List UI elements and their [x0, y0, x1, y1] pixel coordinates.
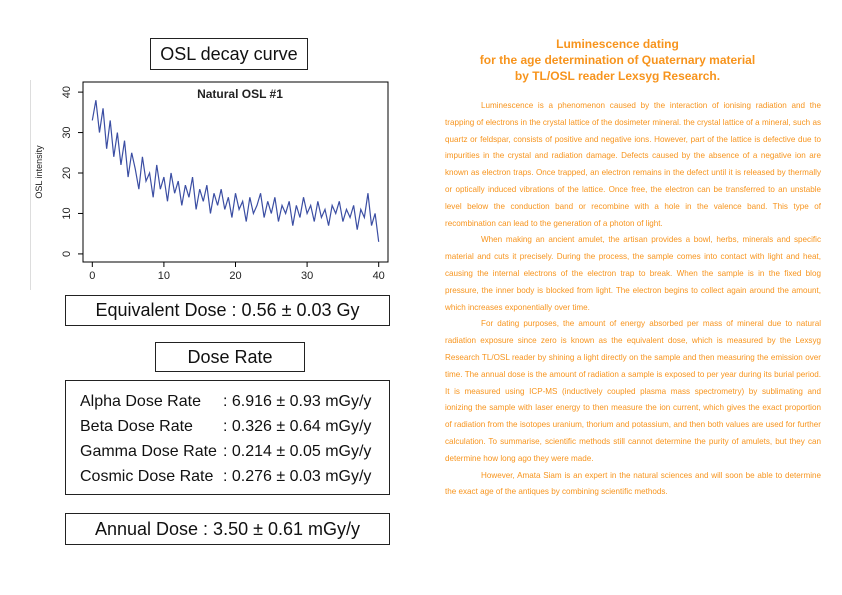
article-title: Luminescence dating for the age determina… [440, 36, 795, 84]
chart-title: Natural OSL #1 [197, 87, 283, 101]
chart: 0 10 20 30 40 0 10 20 30 40 Natural OSL #1 OSL inte… [34, 81, 389, 282]
paragraph: For dating purposes, the amount of energ… [445, 319, 821, 463]
dose-rate-value: : 0.214 ± 0.05 mGy/y [223, 442, 372, 460]
title-line: Luminescence dating [556, 37, 679, 51]
paragraph: Luminescence is a phenomenon caused by t… [445, 101, 821, 228]
x-tick-label: 40 [373, 270, 385, 282]
osl-curve [91, 100, 380, 242]
dose-rate-value: : 6.916 ± 0.93 mGy/y [223, 392, 372, 410]
x-tick-label: 0 [89, 270, 95, 282]
dose-rate-label: Beta Dose Rate [80, 417, 193, 435]
x-tick-label: 20 [229, 270, 241, 282]
title-line: by TL/OSL reader Lexsyg Research. [514, 69, 721, 83]
x-tick-label: 10 [158, 270, 170, 282]
dose-rate-label: Cosmic Dose Rate [80, 467, 214, 485]
dose-rate-row: Alpha Dose Rate : 6.916 ± 0.93 mGy/y [80, 389, 389, 414]
dose-rate-value: : 0.276 ± 0.03 mGy/y [223, 467, 372, 485]
equivalent-dose: Equivalent Dose : 0.56 ± 0.03 Gy [65, 295, 390, 326]
dose-rate-label: Gamma Dose Rate [80, 442, 217, 460]
dose-rate-row: Cosmic Dose Rate : 0.276 ± 0.03 mGy/y [80, 464, 389, 489]
x-tick-label: 30 [301, 270, 313, 282]
dose-rate-row: Gamma Dose Rate : 0.214 ± 0.05 mGy/y [80, 439, 389, 464]
annual-dose: Annual Dose : 3.50 ± 0.61 mGy/y [65, 513, 390, 545]
y-axis-label: OSL intensity [34, 145, 44, 199]
y-tick-label: 40 [61, 86, 73, 98]
y-tick-label: 10 [61, 207, 73, 219]
heading: OSL decay curve [150, 38, 308, 70]
dose-rates: Alpha Dose Rate : 6.916 ± 0.93 mGy/y Beta … [65, 380, 390, 495]
dose-rate-row: Beta Dose Rate : 0.326 ± 0.64 mGy/y [80, 414, 389, 439]
y-tick-label: 0 [61, 251, 73, 257]
y-tick-label: 20 [61, 167, 73, 179]
dose-rate-label: Alpha Dose Rate [80, 392, 201, 410]
y-tick-label: 30 [61, 126, 73, 138]
dose-rate-heading: Dose Rate [155, 342, 305, 372]
divider [30, 80, 31, 290]
paragraph: When making an ancient amulet, the artis… [445, 235, 821, 312]
dose-rate-value: : 0.326 ± 0.64 mGy/y [223, 417, 372, 435]
paragraph: However, Amata Siam is an expert in the … [445, 470, 821, 497]
article-text: Luminescence is a phenomenon caused by t… [445, 98, 821, 501]
title-line: for the age determination of Quaternary … [479, 53, 756, 67]
